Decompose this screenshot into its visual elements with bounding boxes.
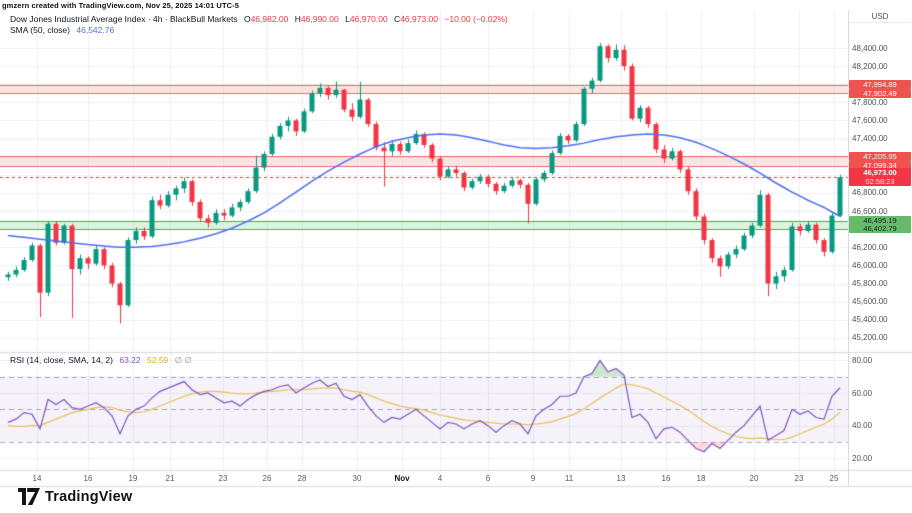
change-value: −10.00 (−0.02%) [444, 14, 508, 24]
price-axis-tick-label: 45,200.00 [852, 333, 888, 343]
price-axis-tick-label: 48,400.00 [852, 43, 888, 53]
badge-price: 47,205.95 [863, 151, 897, 161]
zone-price-badge: 46,402.79 [849, 224, 911, 234]
price-axis-tick-label: 45,400.00 [852, 315, 888, 325]
time-axis-tick-label: 26 [262, 474, 272, 483]
zone-price-badge: 47,994.89 [849, 80, 911, 90]
ohlc-high-value: 46,990.00 [300, 14, 339, 24]
ohlc-low-label: L [345, 14, 350, 24]
rsi-axis-tick-label: 40.00 [852, 421, 873, 431]
attribution-header: gmzern created with TradingView.com, Nov… [2, 1, 240, 10]
ohlc-close-value: 46,973.00 [400, 14, 439, 24]
time-axis-tick-label: 6 [485, 474, 491, 483]
price-axis-tick-label: 46,200.00 [852, 242, 888, 252]
badge-price: 46,495.19 [863, 216, 897, 226]
sma-indicator-label: SMA (50, close) [10, 25, 70, 35]
price-axis-tick-label: 45,800.00 [852, 279, 888, 289]
tradingview-watermark: TradingView [18, 488, 132, 505]
rsi-axis-tick-label: 60.00 [852, 388, 873, 398]
time-axis-tick-label: 9 [530, 474, 536, 483]
last-price-badge: 46,973.00 02:58:23 [849, 168, 911, 187]
price-axis-tick-label: 46,000.00 [852, 260, 888, 270]
zone-price-badge: 47,099.34 [849, 161, 911, 171]
ohlc-low-value: 46,970.00 [349, 14, 388, 24]
rsi-axis-tick-label: 20.00 [852, 453, 873, 463]
rsi-value: 63.22 [119, 355, 141, 365]
rsi-legend[interactable]: RSI (14, close, SMA, 14, 2) 63.22 52.59 … [10, 355, 192, 366]
price-axis-tick-label: 47,600.00 [852, 115, 888, 125]
time-axis-tick-label: 18 [696, 474, 706, 483]
price-axis-tick-label: 47,400.00 [852, 134, 888, 144]
zone-price-badge: 47,205.95 [849, 151, 911, 161]
time-axis-tick-label: 25 [829, 474, 839, 483]
tradingview-watermark-text: TradingView [45, 488, 133, 505]
badge-price: 46,973.00 [863, 168, 897, 178]
time-axis-tick-label: 19 [128, 474, 138, 483]
legend-line-1: Dow Jones Industrial Average Index · 4h … [10, 14, 508, 25]
symbol-legend[interactable]: Dow Jones Industrial Average Index · 4h … [10, 14, 508, 36]
zone-price-badge: 46,495.19 [849, 216, 911, 226]
price-axis-tick-label: 45,600.00 [852, 297, 888, 307]
price-axis-tick-label: 46,600.00 [852, 206, 888, 216]
time-axis-tick-label: 23 [794, 474, 804, 483]
legend-line-2: SMA (50, close) 46,542.76 [10, 25, 508, 36]
time-axis-tick-label: 11 [564, 474, 574, 483]
time-axis-tick-label: 23 [218, 474, 228, 483]
rsi-indicator-label: RSI (14, close, SMA, 14, 2) [10, 355, 113, 365]
rsi-axis-tick-label: 80.00 [852, 355, 873, 365]
time-axis-tick-label: 16 [83, 474, 93, 483]
badge-countdown: 02:58:23 [865, 177, 895, 187]
time-axis-tick-label: 30 [352, 474, 362, 483]
rsi-ma-value: 52.59 [147, 355, 169, 365]
badge-price: 47,099.34 [863, 161, 897, 171]
sma-value: 46,542.76 [76, 25, 115, 35]
zone-price-badge: 47,902.49 [849, 88, 911, 98]
price-axis-currency[interactable]: USD [849, 10, 911, 23]
price-axis-separator [848, 10, 849, 486]
ohlc-close-label: C [394, 14, 401, 24]
ohlc-open-value: 46,982.00 [250, 14, 289, 24]
badge-price: 46,402.79 [863, 224, 897, 234]
price-axis-tick-label: 47,800.00 [852, 97, 888, 107]
time-axis-tick-label: 20 [749, 474, 759, 483]
price-axis-tick-label: 46,800.00 [852, 188, 888, 198]
badge-price: 47,902.49 [863, 88, 897, 98]
badge-price: 47,994.89 [863, 80, 897, 90]
price-axis-tick-label: 48,200.00 [852, 61, 888, 71]
time-axis-tick-label: 13 [616, 474, 626, 483]
rsi-hidden-plot-values: ∅ ∅ [174, 355, 192, 365]
time-axis-tick-label: 16 [661, 474, 671, 483]
symbol-title: Dow Jones Industrial Average Index · 4h … [10, 14, 238, 24]
ohlc-high-label: H [294, 14, 301, 24]
time-axis-tick-label: 21 [165, 474, 175, 483]
time-axis-tick-label: 14 [32, 474, 42, 483]
ohlc-open-label: O [243, 14, 251, 24]
time-axis-tick-label: 4 [437, 474, 443, 483]
time-axis-tick-label: Nov [394, 474, 410, 483]
time-axis-tick-label: 28 [297, 474, 307, 483]
tradingview-logo-icon [18, 488, 40, 505]
